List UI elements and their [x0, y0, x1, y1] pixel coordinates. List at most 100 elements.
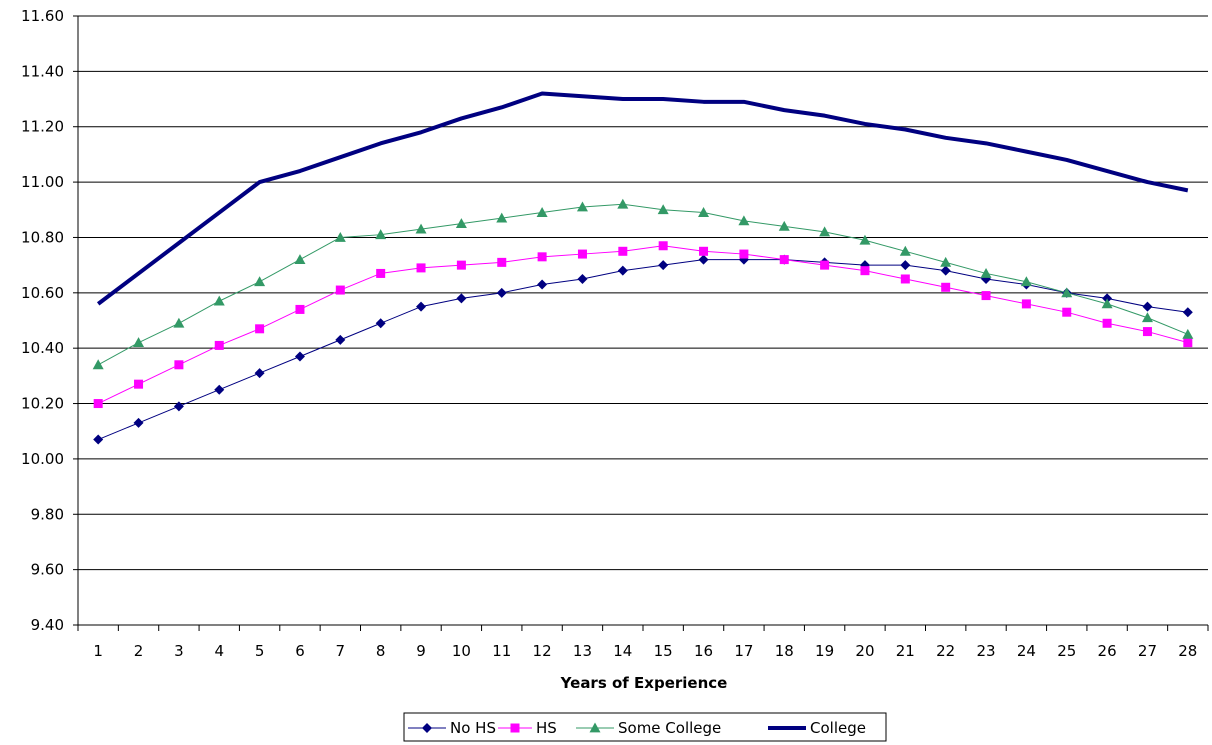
data-point: [1021, 299, 1031, 309]
legend: No HS HS Some College College: [403, 712, 887, 742]
data-point: [1020, 276, 1032, 287]
data-point: [738, 215, 750, 226]
series-lines: [92, 91, 1194, 445]
legend-entry: College: [768, 719, 866, 737]
data-point: [335, 285, 345, 295]
data-point: [658, 260, 669, 271]
x-tick-label: 19: [815, 642, 834, 660]
data-point: [1061, 287, 1073, 298]
data-point: [617, 198, 629, 209]
legend-marker: [510, 723, 520, 733]
data-point: [334, 231, 346, 242]
data-point: [900, 260, 911, 271]
legend-label: Some College: [618, 719, 721, 737]
data-point: [899, 245, 911, 256]
y-tick-labels: 9.40 9.60 9.80 10.00 10.20 10.40 10.60 10.80 11.…: [21, 7, 64, 634]
x-tick-label: 10: [452, 642, 471, 660]
data-point: [173, 317, 185, 328]
data-point: [214, 384, 225, 395]
data-point: [93, 399, 103, 409]
series-line: [97, 259, 1188, 440]
y-tick-label: 11.60: [21, 7, 64, 25]
x-tick-labels: 1 2 3 4 5 6 7 8 9 10 11 12 13 14 15 16 17 18 19 20 21 22 23 24 2…: [93, 642, 1197, 660]
data-point: [416, 263, 426, 273]
data-point: [497, 257, 507, 267]
series-line: [97, 203, 1189, 366]
data-point: [134, 379, 144, 389]
data-point: [698, 254, 709, 265]
data-point: [657, 204, 669, 215]
data-point: [133, 337, 145, 348]
data-point: [618, 246, 628, 256]
legend-entry: No HS: [408, 719, 496, 737]
data-point: [577, 273, 588, 284]
x-tick-label: 16: [694, 642, 713, 660]
data-point: [940, 265, 951, 276]
axes: [73, 15, 1209, 631]
legend-marker: [589, 722, 601, 733]
series-college: [96, 91, 1189, 306]
data-point: [335, 334, 346, 345]
x-tick-label: 11: [492, 642, 511, 660]
y-tick-label: 11.00: [21, 173, 64, 191]
data-point: [658, 241, 668, 251]
legend-label: No HS: [450, 719, 496, 737]
legend-entry: HS: [498, 719, 557, 737]
data-point: [698, 207, 710, 217]
x-tick-label: 22: [936, 642, 955, 660]
legend-marker: [422, 723, 432, 733]
y-tick-label: 10.00: [21, 450, 64, 468]
data-point: [778, 220, 790, 231]
data-point: [981, 291, 991, 301]
legend-label: HS: [536, 719, 557, 737]
data-point: [496, 287, 507, 298]
y-tick-label: 10.80: [21, 228, 64, 246]
x-tick-label: 26: [1098, 642, 1117, 660]
data-point: [496, 212, 508, 223]
legend-entry: Some College: [576, 719, 721, 737]
data-point: [375, 318, 386, 329]
y-tick-label: 10.40: [21, 339, 64, 357]
data-point: [577, 249, 587, 259]
series-line: [97, 245, 1188, 404]
data-point: [699, 246, 709, 256]
data-point: [1141, 312, 1153, 323]
data-point: [133, 417, 144, 428]
x-tick-label: 18: [775, 642, 794, 660]
x-tick-label: 25: [1057, 642, 1076, 660]
data-point: [455, 218, 467, 229]
data-point: [820, 260, 830, 270]
y-tick-label: 11.40: [21, 62, 64, 80]
x-tick-label: 6: [295, 642, 305, 660]
data-point: [295, 304, 305, 314]
data-point: [174, 360, 184, 370]
data-point: [900, 274, 910, 284]
x-tick-label: 24: [1017, 642, 1036, 660]
legend-label: College: [810, 719, 866, 737]
x-tick-label: 23: [976, 642, 995, 660]
data-point: [376, 268, 386, 278]
data-point: [859, 234, 871, 245]
data-point: [1142, 327, 1152, 337]
data-point: [576, 201, 588, 212]
data-point: [214, 340, 224, 350]
data-point: [213, 295, 225, 306]
y-tick-label: 9.60: [31, 561, 64, 579]
data-point: [1102, 318, 1112, 328]
data-point: [456, 293, 467, 304]
x-tick-label: 2: [134, 642, 144, 660]
data-point: [537, 279, 548, 290]
x-tick-label: 5: [255, 642, 265, 660]
series-some-college: [92, 198, 1194, 370]
data-point: [1062, 307, 1072, 317]
x-axis-title: Years of Experience: [560, 674, 728, 692]
x-tick-label: 14: [613, 642, 632, 660]
x-tick-label: 3: [174, 642, 184, 660]
x-tick-label: 8: [376, 642, 386, 660]
data-point: [416, 301, 427, 312]
x-tick-label: 1: [93, 642, 103, 660]
y-tick-label: 10.60: [21, 284, 64, 302]
data-point: [819, 226, 831, 237]
data-point: [254, 368, 265, 379]
